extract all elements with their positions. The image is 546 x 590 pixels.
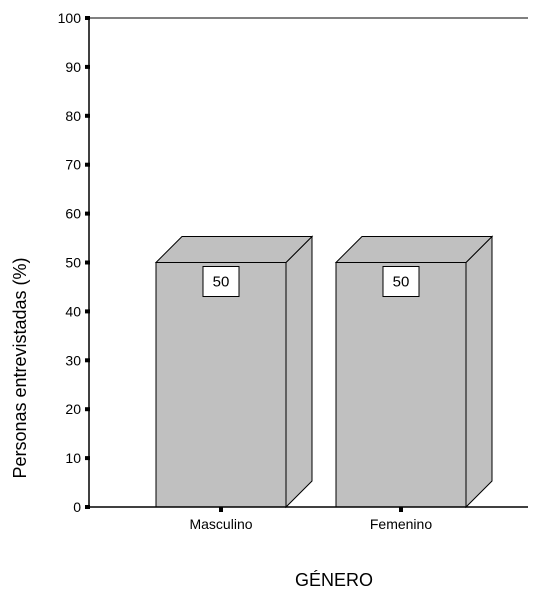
y-tick-label: 80	[65, 108, 81, 124]
x-tick-mark	[399, 507, 403, 512]
y-axis-ticks: 0 10 20 30 40 50 60 70 80 90 100	[58, 10, 90, 515]
x-tick-mark	[219, 507, 223, 512]
data-labels: 50 50	[202, 266, 420, 297]
y-tick-label: 100	[58, 10, 82, 26]
data-label: 50	[213, 274, 230, 291]
y-tick-mark	[85, 113, 90, 118]
y-tick-label: 60	[65, 206, 81, 222]
y-tick-label: 70	[65, 157, 81, 173]
y-tick-label: 10	[65, 450, 81, 466]
data-label-box	[382, 266, 420, 297]
y-tick-label: 20	[65, 401, 81, 417]
y-axis-title: Personas entrevistadas (%)	[10, 257, 30, 478]
x-axis-title: GÉNERO	[295, 570, 373, 590]
y-tick-mark	[85, 358, 90, 363]
data-label-box	[202, 266, 240, 297]
y-tick-label: 50	[65, 255, 81, 271]
y-tick-mark	[85, 260, 90, 265]
x-tick-label: Masculino	[189, 516, 252, 532]
bar-front-face	[155, 262, 287, 508]
data-label: 50	[393, 274, 410, 291]
bar-top-face	[334, 236, 494, 263]
y-tick-mark	[85, 407, 90, 412]
bar-side-face	[465, 235, 493, 509]
y-tick-label: 30	[65, 352, 81, 368]
y-tick-mark	[85, 505, 90, 509]
x-axis-ticks: Masculino Femenino	[189, 507, 432, 532]
y-tick-mark	[85, 162, 90, 167]
bar-front-face	[335, 262, 467, 508]
bar-masculino	[154, 235, 314, 509]
bar-top-face	[154, 236, 314, 263]
y-tick-mark	[85, 456, 90, 461]
x-tick-label: Femenino	[370, 516, 432, 532]
y-tick-mark	[85, 64, 90, 69]
bar-side-face	[285, 235, 313, 509]
y-tick-mark	[85, 16, 90, 20]
y-tick-mark	[85, 309, 90, 314]
y-tick-label: 90	[65, 59, 81, 75]
y-tick-mark	[85, 211, 90, 216]
y-tick-label: 0	[73, 499, 81, 515]
y-tick-label: 40	[65, 303, 81, 319]
